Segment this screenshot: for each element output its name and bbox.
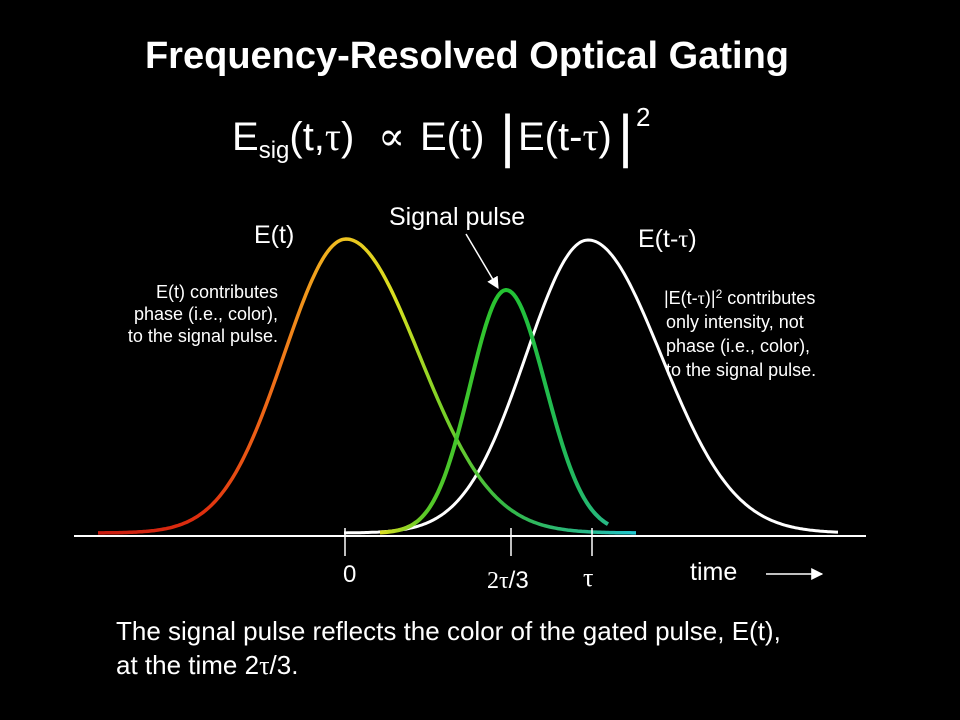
label-signal-pulse: Signal pulse (389, 203, 525, 231)
caption-line-2-a: at the time 2 (116, 650, 259, 680)
left-note-line-3: to the signal pulse. (128, 326, 278, 346)
left-note: E(t) contributes phase (i.e., color), to… (128, 282, 278, 346)
slide-title: Frequency-Resolved Optical Gating (145, 35, 789, 77)
svg-text:E(t-τ): E(t-τ) (518, 114, 612, 159)
frog-equation: Esig(t,τ) ∝ E(t) | E(t-τ) | 2 (232, 102, 650, 169)
eq-lhs-args-close: ) (341, 115, 354, 159)
eq-rhs-inner-b: ) (599, 115, 612, 159)
caption-line-2-b: /3. (270, 650, 299, 680)
svg-text:Esig(t,τ): Esig(t,τ) (232, 114, 354, 164)
time-label: time (690, 558, 737, 586)
caption-line-1: The signal pulse reflects the color of t… (116, 616, 781, 646)
caption-line-2: at the time 2τ/3. (116, 650, 298, 680)
eq-rhs-e-of-t: E(t) (420, 115, 484, 159)
tick-label-0: 0 (343, 561, 356, 588)
label-e-t-minus-tau: E(t-τ) (638, 225, 697, 253)
eq-power: 2 (636, 102, 650, 132)
label-e-t-tau-a: E(t- (638, 225, 678, 253)
right-note-prefix: |E(t- (664, 288, 698, 308)
right-note-tau: τ (698, 288, 705, 308)
eq-rhs-inner-tau: τ (582, 114, 598, 159)
right-note-line-4: to the signal pulse. (666, 360, 816, 380)
left-note-line-1: E(t) contributes (156, 282, 278, 302)
eq-abs-bar-right: | (618, 104, 633, 169)
right-note-close: )| (705, 288, 716, 308)
eq-abs-bar-left: | (500, 104, 515, 169)
signal-pulse-curve (379, 288, 610, 535)
label-e-t-tau-tau: τ (678, 226, 688, 253)
tick-label-tau: τ (583, 563, 593, 592)
eq-lhs-tau: τ (325, 114, 341, 159)
right-note-suffix: contributes (722, 288, 815, 308)
eq-rhs-inner-a: E(t- (518, 115, 582, 159)
right-note-line-2: only intensity, not (666, 312, 804, 332)
signal-pulse-arrow (465, 233, 499, 290)
left-note-line-2: phase (i.e., color), (134, 304, 278, 324)
eq-lhs-args-open: (t, (289, 115, 325, 159)
right-note-line-1: |E(t-τ)|2 contributes (664, 287, 815, 308)
right-note: |E(t-τ)|2 contributes only intensity, no… (664, 287, 816, 380)
tick-2tau3-tau: τ (499, 568, 509, 594)
e-t-curve (98, 237, 636, 535)
label-e-t: E(t) (254, 221, 294, 249)
tick-2tau3-a: 2 (487, 568, 499, 594)
eq-proportional: ∝ (378, 114, 405, 159)
tick-2tau3-b: /3 (509, 567, 529, 594)
right-note-power: 2 (716, 287, 723, 301)
gate-curve-e-t-minus-tau (344, 238, 838, 535)
caption-line-2-tau: τ (259, 651, 269, 680)
tick-label-2tau-3: 2τ/3 (487, 567, 529, 594)
eq-lhs-sub: sig (259, 137, 290, 164)
right-note-line-3: phase (i.e., color), (666, 336, 810, 356)
label-e-t-tau-b: ) (688, 225, 696, 253)
eq-lhs-main: E (232, 115, 259, 159)
